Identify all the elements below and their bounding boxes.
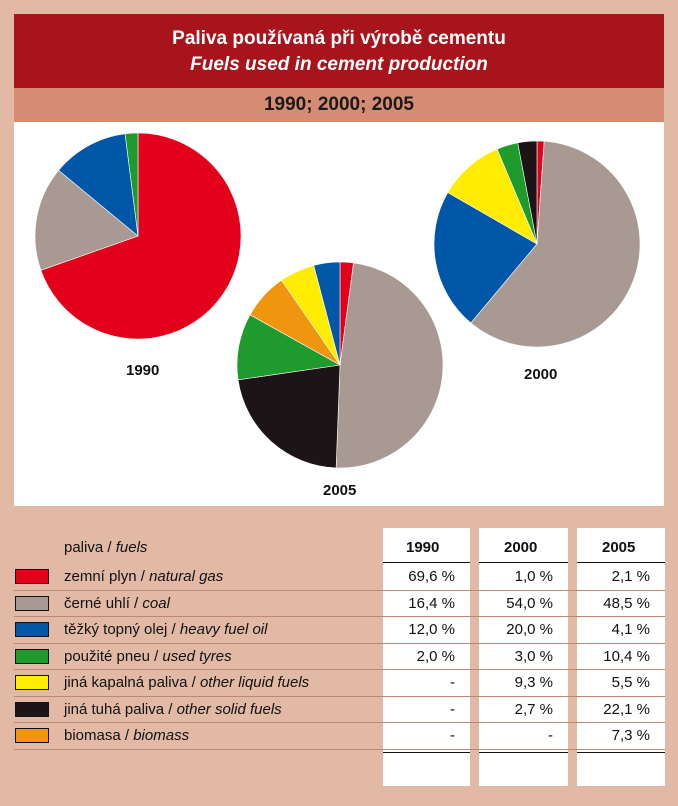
row-divider xyxy=(14,589,665,591)
value-cell-2005: 5,5 % xyxy=(611,674,650,691)
legend-swatch xyxy=(15,569,49,584)
chart-area: 1990 2000 2005 xyxy=(14,122,664,506)
pie-charts xyxy=(34,132,641,469)
pie-1990-slice-3 xyxy=(124,132,139,237)
fuel-label-en: other liquid fuels xyxy=(199,674,310,691)
value-cell-1990: 2,0 % xyxy=(416,647,455,665)
table-row: černé uhlí / coal 16,4 % 54,0 % 48,5 % xyxy=(0,591,678,617)
column-2000 xyxy=(479,528,568,786)
value-cell-2005: 4,1 % xyxy=(611,621,650,638)
table-row: zemní plyn / natural gas 69,6 % 1,0 % 2,1 % xyxy=(0,564,678,590)
column-2005 xyxy=(577,528,665,786)
fuel-label-en: used tyres xyxy=(162,647,232,665)
legend-swatch xyxy=(15,728,49,743)
legend-swatch xyxy=(15,675,49,690)
value-cell-2000: 20,0 % xyxy=(506,621,553,638)
table-row: jiná kapalná paliva / other liquid fuels… xyxy=(0,670,678,696)
row-divider xyxy=(14,669,665,670)
pie-label-2005: 2005 xyxy=(323,482,357,499)
table-row: jiná tuhá paliva / other solid fuels - 2,7… xyxy=(0,697,678,723)
value-cell-2000: 2,7 % xyxy=(514,700,553,718)
fuel-label: černé uhlí / coal xyxy=(64,594,170,612)
value-cell-1990: 12,0 % xyxy=(408,621,455,638)
header-divider xyxy=(577,562,665,563)
fuel-label: biomasa / biomass xyxy=(64,727,190,744)
fuel-label-cz: černé uhlí xyxy=(64,594,130,612)
value-cell-2005: 2,1 % xyxy=(611,568,650,585)
table-row: použité pneu / used tyres 2,0 % 3,0 % 10,4 … xyxy=(0,644,678,670)
fuel-label-cz: použité pneu xyxy=(64,647,150,665)
pie-1990-slice-2 xyxy=(58,133,139,237)
fuel-label: jiná kapalná paliva / other liquid fuels xyxy=(64,674,310,691)
row-divider xyxy=(14,748,665,750)
pie-1990-slice-0 xyxy=(40,132,242,340)
bottom-divider xyxy=(479,751,568,753)
fuel-label-cz: jiná tuhá paliva xyxy=(64,700,165,718)
value-cell-2000: 3,0 % xyxy=(514,647,553,665)
fuel-label: zemní plyn / natural gas xyxy=(64,568,224,585)
header-2005: 2005 xyxy=(602,539,636,556)
value-cell-2000: - xyxy=(548,727,553,744)
pie-2005-slice-1 xyxy=(335,262,444,469)
pie-2005-slice-2 xyxy=(237,364,341,469)
row-divider xyxy=(14,722,665,723)
fuels-header-en: fuels xyxy=(115,539,148,556)
pie-2005-slice-6 xyxy=(313,261,341,366)
value-cell-2005: 7,3 % xyxy=(611,727,650,744)
fuel-label: použité pneu / used tyres xyxy=(64,647,232,665)
row-divider xyxy=(14,616,665,617)
title-en: Fuels used in cement production xyxy=(190,54,488,75)
fuels-table: paliva / fuels 1990 2000 2005 zemní plyn… xyxy=(0,506,678,806)
pie-label-1990: 1990 xyxy=(126,362,160,379)
legend-swatch xyxy=(15,595,49,611)
value-cell-2000: 54,0 % xyxy=(506,594,553,612)
value-cell-2005: 10,4 % xyxy=(603,647,650,665)
row-divider xyxy=(14,695,665,697)
fuel-label-en: natural gas xyxy=(149,568,224,585)
value-cell-2000: 1,0 % xyxy=(514,568,553,585)
column-1990 xyxy=(383,528,470,786)
value-cell-1990: - xyxy=(450,727,455,744)
header-divider xyxy=(383,562,470,563)
years-subtitle: 1990; 2000; 2005 xyxy=(14,88,664,122)
value-cell-2000: 9,3 % xyxy=(514,674,553,691)
fuel-label-en: heavy fuel oil xyxy=(179,621,268,638)
fuel-label-en: other solid fuels xyxy=(176,700,282,718)
legend-swatch xyxy=(15,648,49,664)
fuels-header: paliva / fuels xyxy=(64,539,148,556)
value-cell-2005: 48,5 % xyxy=(603,594,650,612)
fuels-header-cz: paliva xyxy=(64,539,104,556)
legend-swatch xyxy=(15,701,49,717)
bottom-divider xyxy=(383,751,470,753)
fuel-label-en: biomass xyxy=(133,727,190,744)
value-cell-2005: 22,1 % xyxy=(603,700,650,718)
value-cell-1990: 69,6 % xyxy=(408,568,455,585)
pie-2000-slice-1 xyxy=(470,140,641,348)
title-cz: Paliva používaná při výrobě cementu xyxy=(172,28,506,49)
fuel-label: jiná tuhá paliva / other solid fuels xyxy=(64,700,282,718)
value-cell-1990: - xyxy=(450,674,455,691)
header-1990: 1990 xyxy=(406,539,440,556)
header-divider xyxy=(479,562,568,563)
header-2000: 2000 xyxy=(504,539,538,556)
pie-2000-slice-2 xyxy=(433,192,538,324)
fuel-label-en: coal xyxy=(142,594,170,612)
value-cell-1990: - xyxy=(450,700,455,718)
bottom-divider xyxy=(577,751,665,753)
table-row: biomasa / biomass - - 7,3 % xyxy=(0,723,678,749)
fuel-label-cz: jiná kapalná paliva xyxy=(64,674,188,691)
pie-label-2000: 2000 xyxy=(524,366,558,383)
fuel-label-cz: biomasa xyxy=(64,727,121,744)
fuel-label: těžký topný olej / heavy fuel oil xyxy=(64,621,268,638)
table-row: těžký topný olej / heavy fuel oil 12,0 % 2… xyxy=(0,617,678,643)
fuel-label-cz: těžký topný olej xyxy=(64,621,168,638)
title-bar: Paliva používaná při výrobě cementu Fuel… xyxy=(14,14,664,88)
legend-swatch xyxy=(15,622,49,637)
row-divider xyxy=(14,642,665,644)
pie-2000-slice-5 xyxy=(517,140,538,245)
fuel-label-cz: zemní plyn xyxy=(64,568,137,585)
pie-1990-slice-1 xyxy=(34,169,139,271)
value-cell-1990: 16,4 % xyxy=(408,594,455,612)
